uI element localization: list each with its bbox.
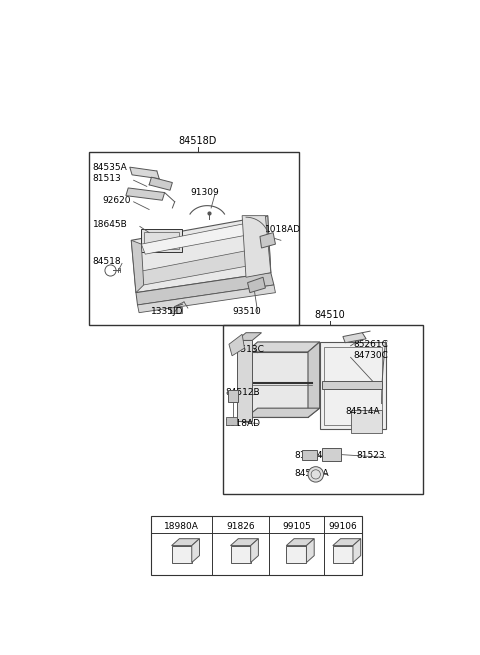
Text: 84512B: 84512B <box>225 388 260 398</box>
Text: 91826: 91826 <box>226 522 255 531</box>
Polygon shape <box>306 538 314 563</box>
Text: 84514A: 84514A <box>345 407 380 416</box>
Polygon shape <box>320 342 385 429</box>
Polygon shape <box>136 272 274 305</box>
Polygon shape <box>226 417 237 425</box>
Text: 81513: 81513 <box>93 174 121 183</box>
Polygon shape <box>333 546 353 563</box>
Polygon shape <box>142 221 260 254</box>
Circle shape <box>308 466 324 482</box>
Bar <box>152 516 362 575</box>
Polygon shape <box>132 215 271 293</box>
Polygon shape <box>242 215 271 277</box>
Polygon shape <box>246 352 308 417</box>
Polygon shape <box>137 285 276 312</box>
Text: 1018AD: 1018AD <box>225 419 261 428</box>
Polygon shape <box>126 188 165 200</box>
Polygon shape <box>343 333 366 343</box>
Text: 84518D: 84518D <box>179 136 217 146</box>
Polygon shape <box>172 538 200 546</box>
Text: 92620: 92620 <box>103 196 131 205</box>
Polygon shape <box>246 408 320 417</box>
Polygon shape <box>246 342 320 352</box>
Polygon shape <box>149 177 172 190</box>
Polygon shape <box>230 546 251 563</box>
Polygon shape <box>229 334 244 356</box>
Text: 18980A: 18980A <box>164 522 199 531</box>
Text: 84510: 84510 <box>314 310 345 320</box>
Polygon shape <box>322 381 382 389</box>
Text: 81523: 81523 <box>356 451 384 460</box>
Polygon shape <box>322 448 340 460</box>
Text: 93510: 93510 <box>232 307 261 316</box>
Text: 85261C: 85261C <box>353 340 388 348</box>
Text: 84513C: 84513C <box>229 345 264 354</box>
Polygon shape <box>237 333 262 341</box>
Text: 99105: 99105 <box>282 522 311 531</box>
Text: 81524: 81524 <box>295 451 324 460</box>
Text: 84526A: 84526A <box>295 469 329 478</box>
Polygon shape <box>333 538 360 546</box>
Polygon shape <box>251 538 258 563</box>
Polygon shape <box>130 167 159 179</box>
Polygon shape <box>350 409 382 433</box>
Bar <box>170 307 182 312</box>
Text: 99106: 99106 <box>328 522 357 531</box>
Text: 84518: 84518 <box>93 257 121 265</box>
Text: 1018AD: 1018AD <box>264 225 300 234</box>
Text: 91309: 91309 <box>190 188 219 197</box>
Polygon shape <box>192 538 200 563</box>
Text: 84535A: 84535A <box>93 162 127 172</box>
Text: 84730C: 84730C <box>353 351 388 360</box>
Polygon shape <box>302 450 317 460</box>
Bar <box>89 152 299 325</box>
Bar <box>144 232 179 249</box>
Polygon shape <box>258 215 271 279</box>
Polygon shape <box>248 277 265 293</box>
Polygon shape <box>308 342 320 417</box>
Polygon shape <box>172 546 192 563</box>
Polygon shape <box>286 538 314 546</box>
Bar <box>142 229 181 252</box>
Polygon shape <box>353 538 360 563</box>
Polygon shape <box>228 390 238 402</box>
Polygon shape <box>286 546 306 563</box>
Polygon shape <box>260 233 276 248</box>
Text: 1335JD: 1335JD <box>152 307 184 316</box>
Bar <box>223 325 423 495</box>
Polygon shape <box>237 341 252 421</box>
Polygon shape <box>132 240 144 293</box>
Text: 18645B: 18645B <box>93 220 127 229</box>
Polygon shape <box>230 538 258 546</box>
Polygon shape <box>142 248 262 285</box>
